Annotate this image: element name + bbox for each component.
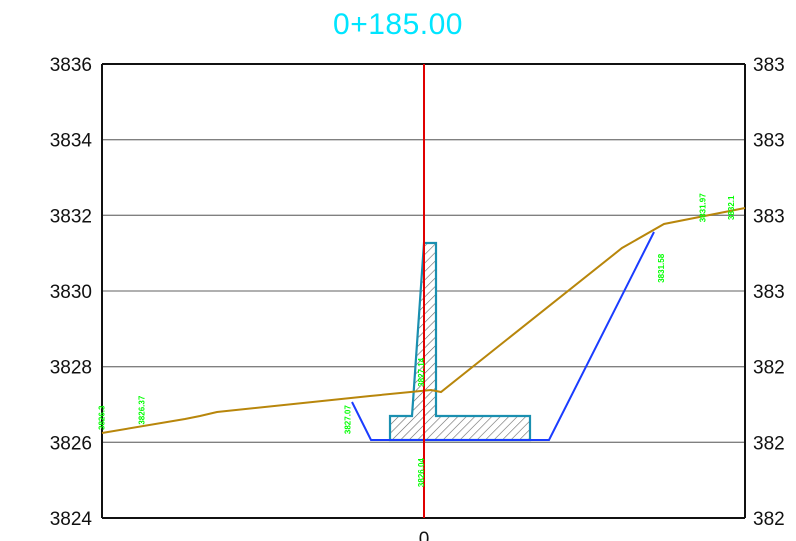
elevation-label: 3826.37 — [137, 395, 146, 424]
elevation-label: 3826.3 — [98, 405, 107, 430]
y-tick-label-left: 3834 — [50, 131, 93, 152]
elevation-labels: 3826.3 3826.37 3827.07 3827.14 3826.04 3831.5… — [98, 193, 736, 487]
y-tick-label-left: 3824 — [50, 509, 93, 530]
elevation-label: 3827.07 — [343, 405, 352, 434]
elevation-label: 3826.04 — [417, 458, 426, 487]
left-tick-labels: 3836 3834 3832 3830 3828 3826 3824 — [50, 55, 93, 530]
y-tick-label-left: 3832 — [50, 206, 92, 227]
y-tick-label-right: 383 — [753, 206, 785, 227]
y-tick-label-right: 382 — [753, 358, 785, 379]
y-tick-label-right: 383 — [753, 55, 785, 76]
y-tick-label-right: 382 — [753, 433, 785, 454]
elevation-label: 3831.58 — [657, 253, 666, 282]
y-tick-label-right: 383 — [753, 282, 785, 303]
elevation-label: 3832.1 — [727, 195, 736, 220]
y-tick-label-right: 383 — [753, 131, 785, 152]
y-tick-label-left: 3828 — [50, 358, 92, 379]
design-excavation-line — [351, 231, 655, 441]
section-title: 0+185.00 — [333, 8, 463, 41]
right-tick-labels: 383 383 383 383 382 382 382 — [753, 55, 785, 530]
elevation-label: 3827.14 — [417, 357, 426, 386]
ground-profile-line — [101, 207, 746, 434]
y-tick-label-left: 3836 — [50, 55, 92, 76]
y-tick-label-left: 3826 — [50, 433, 92, 454]
x-center-label: 0 — [419, 529, 430, 541]
elevation-label: 3831.97 — [699, 193, 708, 222]
y-tick-label-right: 382 — [753, 509, 785, 530]
retaining-wall-structure — [388, 241, 532, 442]
y-tick-label-left: 3830 — [50, 282, 92, 303]
